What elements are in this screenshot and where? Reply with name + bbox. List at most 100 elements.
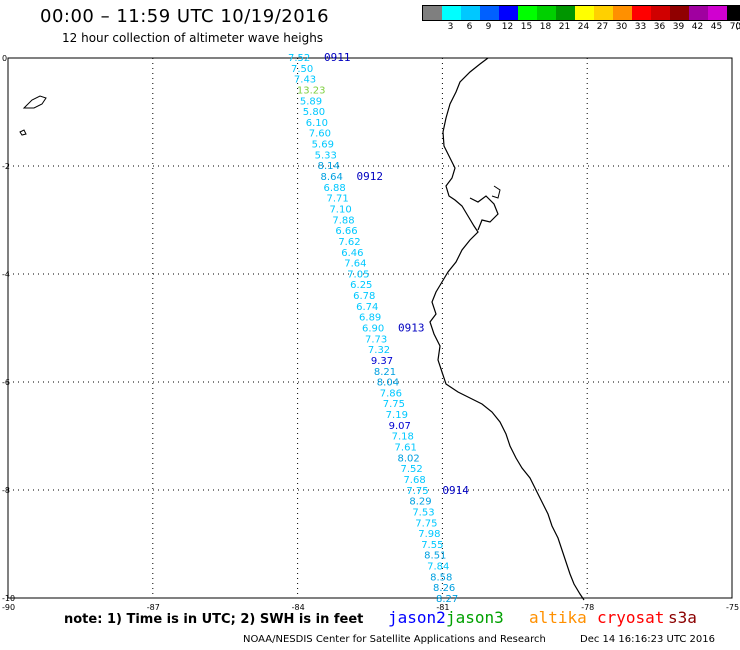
legend-label: 18 [539,22,552,32]
swh-value-label: 7.86 [380,388,402,399]
legend-swatch [689,6,708,20]
x-tick-label: -81 [436,603,449,612]
swh-value-label: 7.64 [344,259,366,270]
legend-swatch [651,6,670,20]
legend-swatch [575,6,594,20]
legend-swatch [727,6,740,20]
swh-value-label: 5.89 [300,96,322,107]
color-scale-legend [422,5,740,21]
time-label: 0913 [398,322,425,335]
swh-value-label: 7.50 [291,64,313,75]
legend-swatch [480,6,499,20]
legend-label: 42 [691,22,704,32]
swh-value-label: 9.37 [371,356,393,367]
swh-value-label: 7.73 [365,334,387,345]
swh-value-label: 9.07 [389,421,411,432]
swh-value-label: 7.98 [418,529,440,540]
legend-label: 33 [634,22,647,32]
satellite-label: s3a [668,608,697,627]
swh-value-label: 8.14 [318,161,340,172]
legend-swatch [518,6,537,20]
legend-label: 12 [501,22,514,32]
swh-labels: 7.527.507.4313.235.895.806.107.605.695.3… [288,53,458,605]
map-grid [7,57,733,599]
y-tick-label: -6 [2,378,10,387]
swh-value-label: 8.02 [398,453,420,464]
y-tick-label: -10 [2,594,15,603]
swh-value-label: 7.53 [412,507,434,518]
swh-value-label: 6.88 [324,183,346,194]
footer-timestamp: Dec 14 16:16:23 UTC 2016 [580,634,715,645]
swh-value-label: 7.75 [383,399,405,410]
y-tick-label: -8 [2,486,10,495]
swh-value-label: 6.46 [341,248,363,259]
y-tick-label: -2 [2,162,10,171]
legend-label: 21 [558,22,571,32]
swh-value-label: 6.78 [353,291,375,302]
satellite-label: altika [529,608,587,627]
legend-label: 6 [466,22,473,32]
time-labels: 0911 0912 0913 0914 [324,51,469,497]
swh-value-label: 7.52 [288,53,310,64]
swh-value-label: 13.23 [297,85,326,96]
satellite-label: jason3 [446,608,504,627]
legend-label: 15 [520,22,533,32]
legend-swatch [708,6,727,20]
x-tick-label: -78 [581,603,594,612]
time-label: 0914 [442,484,469,497]
satellite-label: jason2 [388,608,446,627]
legend-swatch [537,6,556,20]
legend-swatch [423,6,442,20]
page-title: 00:00 – 11:59 UTC 10/19/2016 [40,6,330,27]
swh-value-label: 7.75 [406,486,428,497]
legend-label: 27 [596,22,609,32]
x-tick-label: -90 [2,603,15,612]
swh-value-label: 8.04 [377,378,399,389]
satellite-label: cryosat [597,608,665,627]
time-label: 0911 [324,51,351,64]
legend-label: 70 [729,22,740,32]
time-label: 0912 [357,170,384,183]
y-tick-label: 0 [2,54,7,63]
legend-label: 24 [577,22,590,32]
swh-value-label: 7.05 [347,269,369,280]
swh-value-label: 8.26 [433,583,455,594]
swh-value-label: 7.18 [392,432,414,443]
swh-value-label: 8.64 [321,172,343,183]
legend-swatch [499,6,518,20]
legend-label: 30 [615,22,628,32]
legend-label: 36 [653,22,666,32]
swh-value-label: 6.25 [350,280,372,291]
swh-value-label: 7.55 [421,540,443,551]
swh-value-label: 7.75 [415,518,437,529]
swh-value-label: 6.10 [306,118,328,129]
legend-swatch [442,6,461,20]
swh-value-label: 7.19 [386,410,408,421]
swh-value-label: 8.27 [436,594,458,605]
legend-label: 39 [672,22,685,32]
swh-value-label: 6.66 [335,226,357,237]
x-tick-label: -84 [292,603,305,612]
swh-value-label: 5.33 [315,150,337,161]
swh-value-label: 6.74 [356,302,378,313]
swh-value-label: 7.43 [294,75,316,86]
coastline [19,57,585,601]
swh-value-label: 7.10 [329,204,351,215]
swh-value-label: 8.21 [374,367,396,378]
legend-swatch [556,6,575,20]
page-subtitle: 12 hour collection of altimeter wave hei… [62,31,324,45]
legend-swatch [632,6,651,20]
swh-value-label: 5.80 [303,107,325,118]
x-tick-label: -75 [726,603,739,612]
swh-value-label: 6.89 [359,313,381,324]
swh-value-label: 8.58 [430,572,452,583]
swh-value-label: 7.60 [309,129,331,140]
swh-value-label: 7.32 [368,345,390,356]
legend-label: 3 [447,22,454,32]
swh-value-label: 7.61 [395,443,417,454]
swh-value-label: 7.68 [403,475,425,486]
swh-value-label: 7.52 [400,464,422,475]
swh-value-label: 8.29 [409,497,431,508]
x-tick-label: -87 [147,603,160,612]
